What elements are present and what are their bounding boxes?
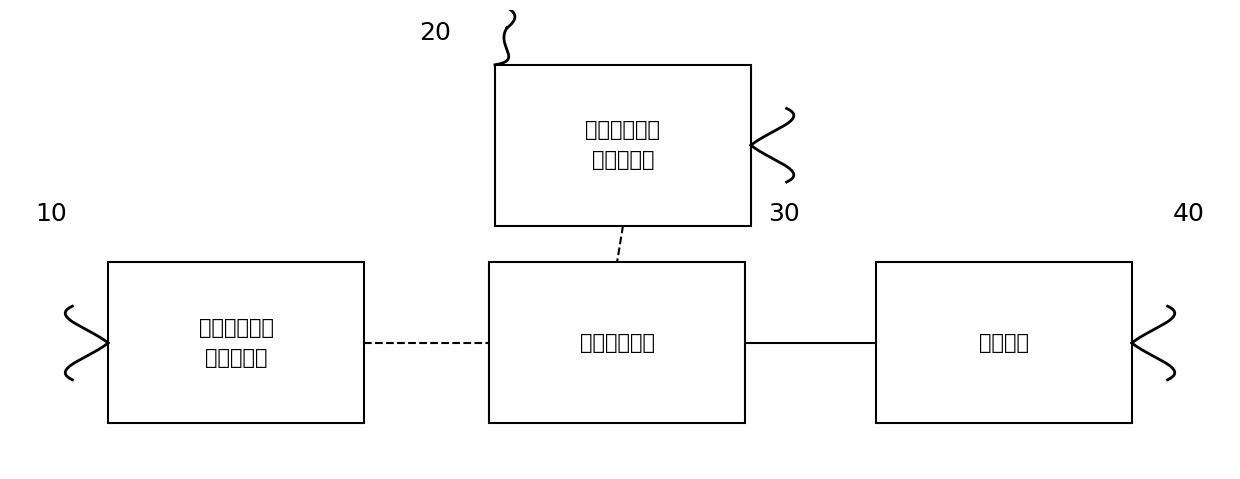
Text: 智能配变终端: 智能配变终端: [579, 333, 655, 353]
Text: 高压侧线路数
据控制模块: 高压侧线路数 据控制模块: [198, 318, 274, 368]
FancyBboxPatch shape: [495, 65, 751, 226]
Text: 10: 10: [35, 202, 67, 226]
Text: 低压侧线路数
据控制模块: 低压侧线路数 据控制模块: [585, 120, 661, 170]
Text: 30: 30: [769, 202, 800, 226]
FancyBboxPatch shape: [489, 262, 745, 423]
FancyBboxPatch shape: [108, 262, 365, 423]
Text: 系统主站: 系统主站: [978, 333, 1029, 353]
Text: 20: 20: [419, 21, 451, 45]
FancyBboxPatch shape: [875, 262, 1132, 423]
Text: 40: 40: [1173, 202, 1205, 226]
